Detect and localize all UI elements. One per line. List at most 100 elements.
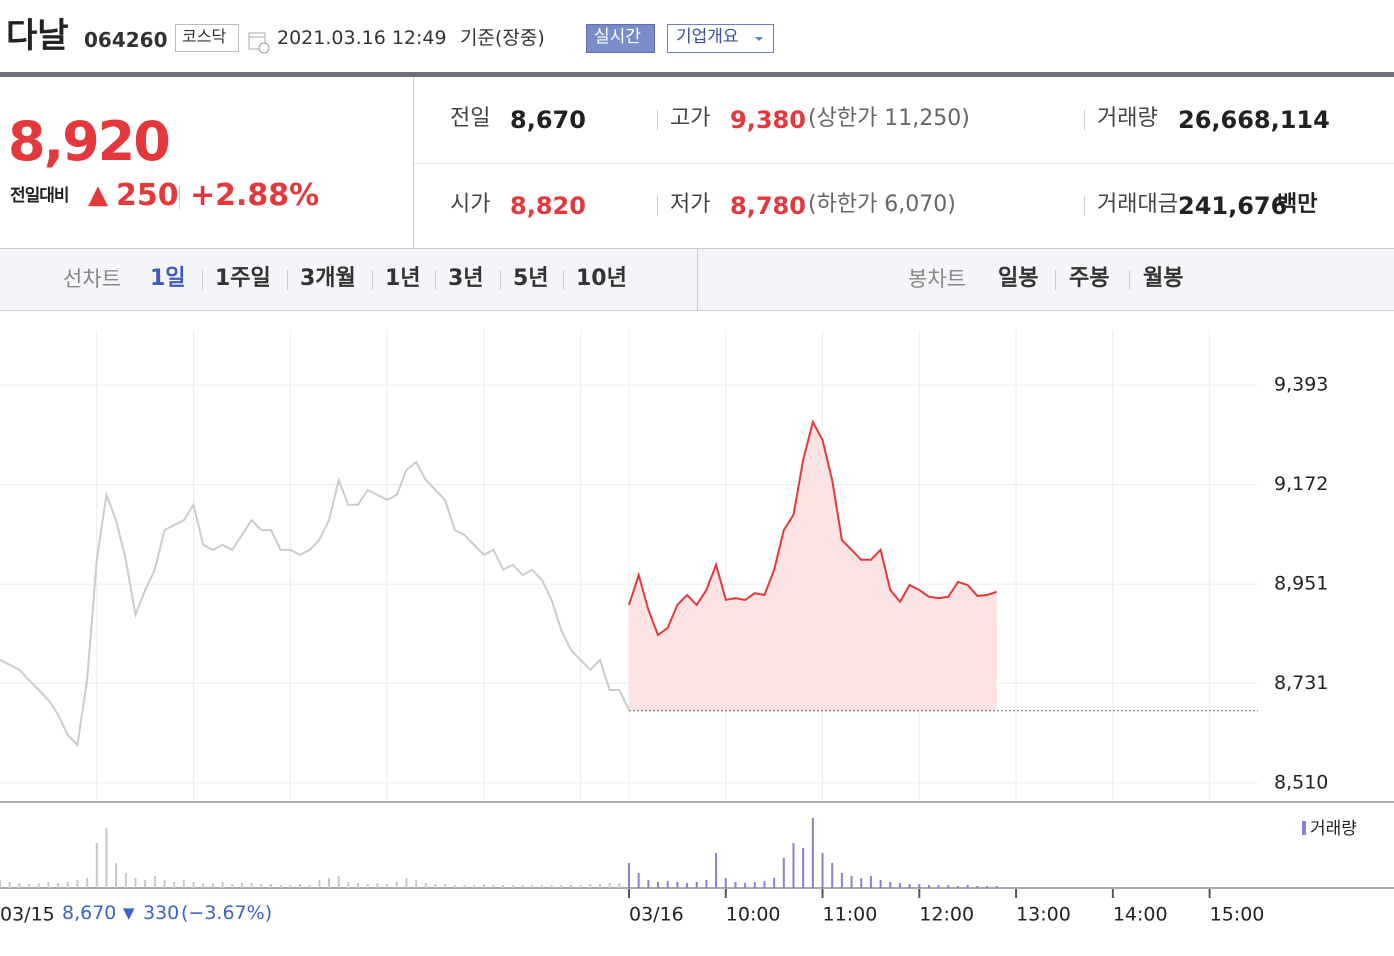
realtime-button[interactable] [586,24,655,53]
prev-change: 330 [143,902,180,924]
volume-bar [986,886,989,888]
volume-bar [8,882,11,888]
volume-bar [569,885,572,888]
volume-bar [308,885,311,888]
price-line [0,460,630,748]
volume-bar [560,885,563,888]
volume-bar [628,863,630,888]
volume-bar [531,885,534,888]
volume-bar [492,885,495,888]
volume-bar [86,878,89,888]
x-tick-label: 10:00 [726,904,781,926]
volume-bar [173,882,176,888]
divider [179,185,180,209]
volume-bar [337,876,340,888]
divider [287,270,288,290]
stats-rule [414,163,1394,164]
volume-bar [589,884,592,888]
volume-bar [966,885,969,888]
period-tab[interactable]: 1주일 [215,266,271,291]
x-tick-label: 03/16 [629,904,684,926]
volume-bar [57,883,60,888]
volume-bar [47,882,50,888]
candle-chart-label: 봉차트 [908,267,966,291]
volume-bar [715,853,718,888]
change-rate: +2.88% [190,178,320,213]
volume-bar [802,848,805,888]
volume-bar [182,880,185,888]
volume-bar [366,884,369,888]
divider [202,270,203,290]
volume-bar [860,878,863,888]
volume-bar [976,886,979,888]
candle-tab[interactable]: 일봉 [998,266,1039,291]
calendar-icon [248,32,270,54]
volume-bar [957,886,960,888]
volume-bar [821,853,824,888]
stat-label: 저가 [670,192,711,217]
x-tick-label: 03/15 [0,904,55,926]
volume-bar [434,884,437,888]
volume-bar [666,881,669,888]
period-tab[interactable]: 1년 [385,266,421,291]
stat-value: 241,676 [1178,192,1288,220]
volume-bar [521,885,524,888]
volume-bar [211,883,214,888]
volume-bar [240,883,243,888]
volume-bar [579,885,582,888]
x-tick-label: 15:00 [1210,904,1265,926]
volume-bar [163,880,166,888]
stat-label: 시가 [450,192,491,217]
volume-bar [153,876,156,888]
market-badge [175,24,239,52]
realtime-label[interactable]: 실시간 [594,27,641,47]
volume-bar [753,882,756,888]
volume-bar [395,882,398,888]
volume-bar [37,883,40,888]
volume-bar [453,885,456,888]
period-tab[interactable]: 3년 [448,266,484,291]
divider [657,110,658,130]
volume-bar [347,882,350,888]
divider [1055,270,1056,290]
period-tab[interactable]: 10년 [576,266,627,291]
candle-tab[interactable]: 주봉 [1069,266,1110,291]
header-rule [0,72,1394,77]
volume-bar [637,873,640,888]
volume-bar [511,885,514,888]
volume-bar [192,882,195,888]
volume-bar [386,884,389,888]
volume-bar [995,886,998,888]
candle-tab[interactable]: 월봉 [1143,266,1184,291]
prev-rate: (−3.67%) [181,902,273,924]
price-box [0,77,414,249]
divider [435,270,436,290]
volume-bar [202,883,205,888]
volume-bar [676,882,679,888]
volume-bar [405,878,408,888]
volume-bar [879,880,882,888]
legend-label: 거래량 [1310,819,1357,839]
volume-bar [357,883,360,888]
volume-bar [250,883,253,888]
volume-bar [28,884,31,888]
divider [657,196,658,216]
x-tick-label: 14:00 [1113,904,1168,926]
stat-unit: 백만 [1277,192,1318,217]
company-button[interactable] [667,24,774,53]
volume-bar [927,885,930,888]
volume-bar [298,884,301,888]
period-tab[interactable]: 3개월 [300,266,356,291]
volume-bar [657,882,660,888]
stock-name: 다날 [6,16,69,56]
volume-bar [260,884,263,888]
volume-bar [724,878,727,888]
period-tab[interactable]: 1일 [150,266,186,291]
company-label[interactable]: 기업개요 [676,27,739,47]
volume-bar [76,880,79,888]
stat-value: 8,780 [730,192,806,220]
period-tab[interactable]: 5년 [513,266,549,291]
volume-bar [598,884,601,888]
volume-bar [105,828,108,888]
